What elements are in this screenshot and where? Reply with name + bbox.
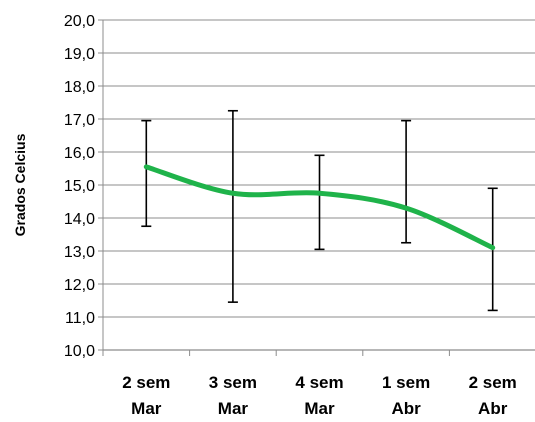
x-tick-label: 2 sem: [469, 373, 517, 392]
y-tick-label: 20,0: [64, 13, 95, 30]
tick-labels: 10,0 11,0 12,0 13,0 14,0 15,0 16,0 17,0 18,0 19,0…: [64, 13, 517, 418]
y-tick-label: 13,0: [64, 244, 95, 261]
y-tick-label: 19,0: [64, 46, 95, 63]
y-tick-label: 15,0: [64, 178, 95, 195]
x-tick-label: Mar: [131, 399, 162, 417]
x-tick-label: Abr: [478, 399, 508, 417]
x-tick-label: 3 sem: [209, 373, 257, 392]
error-bars: [141, 109, 498, 312]
series-line: [143, 164, 496, 251]
y-tick-label: 16,0: [64, 145, 95, 162]
y-axis-label: Grados Celcius: [12, 133, 28, 236]
x-tick-label: Mar: [304, 399, 335, 417]
y-tick-label: 17,0: [64, 112, 95, 129]
x-tick-label: 2 sem: [122, 373, 170, 392]
x-tick-label: 1 sem: [382, 373, 430, 392]
y-tick-label: 12,0: [64, 277, 95, 294]
x-tick-label: Abr: [391, 399, 421, 417]
y-tick-label: 14,0: [64, 211, 95, 228]
gridlines: [103, 19, 535, 351]
x-tick-label: Mar: [218, 399, 249, 417]
y-tick-label: 10,0: [64, 343, 95, 360]
series-lines: [143, 164, 496, 251]
axes: [98, 19, 535, 356]
y-tick-label: 18,0: [64, 79, 95, 96]
y-tick-label: 11,0: [65, 310, 95, 327]
x-tick-label: 4 sem: [295, 373, 343, 392]
